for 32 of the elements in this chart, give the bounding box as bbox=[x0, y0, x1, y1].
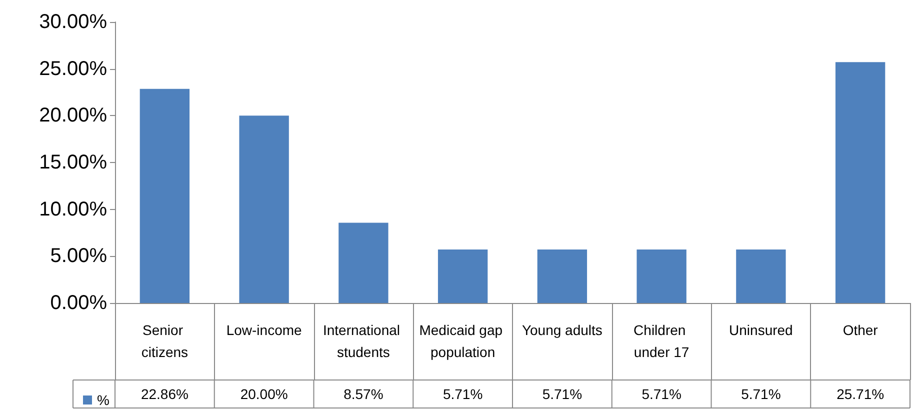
data-label: 5.71% bbox=[442, 386, 483, 402]
x-tick-label: Senior citizens bbox=[141, 322, 188, 360]
y-tick-label: 25.00% bbox=[39, 58, 108, 80]
y-tick-label: 15.00% bbox=[39, 152, 108, 174]
legend-label: % bbox=[97, 392, 110, 408]
x-tick-label: Other bbox=[842, 322, 878, 338]
x-tick-label: International students bbox=[322, 322, 404, 360]
bar bbox=[835, 62, 886, 303]
y-tick-label: 20.00% bbox=[39, 104, 108, 127]
data-label: 25.71% bbox=[836, 386, 884, 402]
y-tick-label: 0.00% bbox=[50, 292, 108, 314]
y-tick-label: 5.00% bbox=[50, 245, 108, 268]
y-tick-label: 30.00% bbox=[39, 11, 108, 33]
x-tick-label: Uninsured bbox=[729, 322, 793, 338]
bar bbox=[438, 250, 488, 303]
x-tick-label: Medicaid gap population bbox=[419, 322, 506, 360]
data-label: 5.71% bbox=[642, 386, 682, 402]
bar bbox=[338, 222, 388, 303]
data-label: 5.71% bbox=[542, 386, 582, 402]
bar bbox=[140, 88, 190, 303]
y-tick-label: 10.00% bbox=[39, 198, 108, 220]
data-label: 8.57% bbox=[344, 386, 384, 402]
bar bbox=[537, 250, 588, 303]
data-label: 22.86% bbox=[140, 386, 188, 402]
x-tick-label: Low-income bbox=[226, 322, 302, 338]
bar bbox=[239, 116, 289, 303]
data-label: 5.71% bbox=[741, 386, 781, 402]
bar bbox=[636, 250, 686, 303]
bar bbox=[736, 250, 786, 303]
x-tick-label: Young adults bbox=[522, 322, 602, 338]
data-label: 20.00% bbox=[240, 386, 288, 402]
x-tick-label: Children under 17 bbox=[634, 322, 690, 360]
